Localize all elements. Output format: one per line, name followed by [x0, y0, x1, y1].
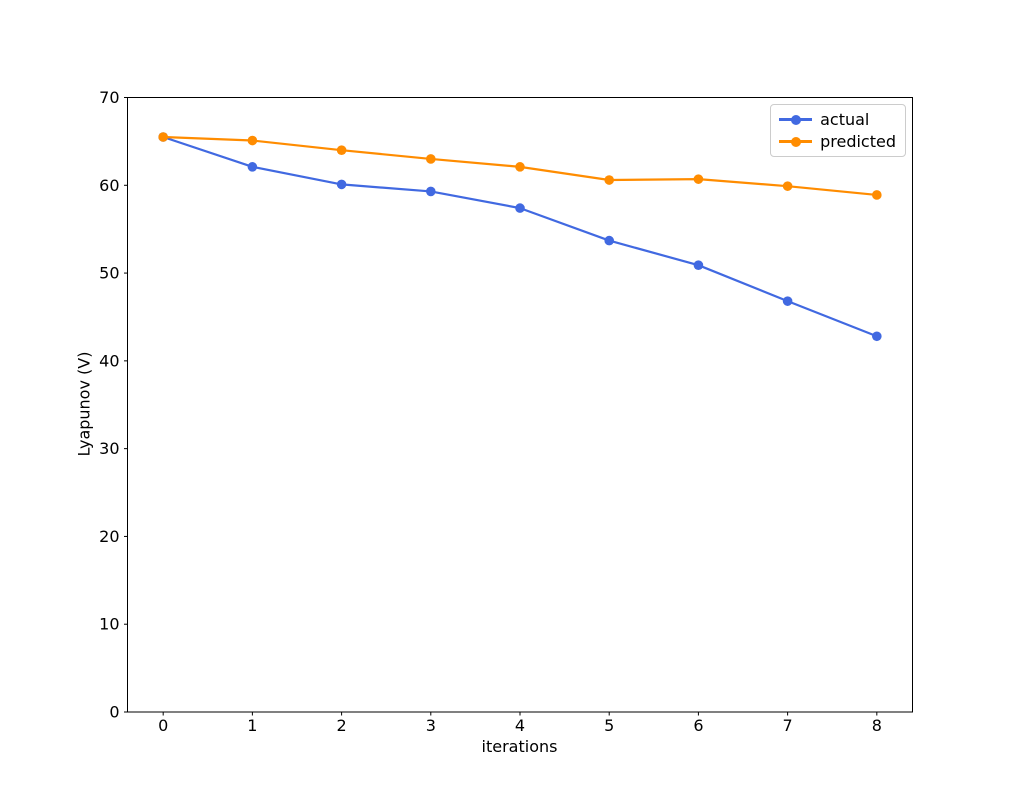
- y-axis-label: Lyapunov (V): [74, 351, 94, 457]
- legend-label: actual: [820, 110, 870, 129]
- x-axis-label: iterations: [481, 737, 558, 756]
- y-tick-label: 50: [99, 264, 119, 283]
- data-point-predicted: [158, 132, 168, 142]
- legend-item-predicted: predicted: [779, 131, 896, 152]
- y-tick-label: 0: [109, 703, 119, 722]
- data-point-actual: [872, 331, 882, 342]
- data-point-predicted: [336, 145, 347, 155]
- y-tick-label: 40: [99, 351, 119, 370]
- data-point-actual: [515, 203, 525, 213]
- data-point-actual: [247, 162, 258, 172]
- x-tick-label: 8: [872, 716, 882, 735]
- data-point-actual: [336, 179, 347, 190]
- data-point-predicted: [247, 135, 258, 146]
- x-tick-label: 7: [783, 716, 793, 735]
- x-tick-label: 4: [515, 716, 525, 735]
- data-point-actual: [693, 260, 704, 270]
- legend-label: predicted: [820, 132, 896, 151]
- x-tick-label: 2: [336, 716, 346, 735]
- x-tick-label: 0: [158, 716, 168, 735]
- x-tick-label: 6: [693, 716, 703, 735]
- y-tick-label: 10: [99, 615, 119, 634]
- legend-line-marker-icon: [779, 136, 813, 147]
- x-tick-label: 5: [604, 716, 614, 735]
- data-point-predicted: [604, 175, 615, 185]
- x-tick-label: 1: [247, 716, 257, 735]
- y-tick-label: 60: [99, 176, 119, 195]
- legend-line-marker-icon: [779, 114, 813, 125]
- data-point-actual: [782, 296, 793, 306]
- data-point-actual: [604, 235, 615, 246]
- y-tick-label: 20: [99, 527, 119, 546]
- data-point-predicted: [515, 162, 525, 172]
- data-point-predicted: [693, 174, 704, 184]
- data-point-actual: [425, 186, 436, 197]
- data-point-predicted: [872, 190, 882, 200]
- x-tick-label: 3: [426, 716, 436, 735]
- data-point-predicted: [425, 154, 436, 164]
- y-tick-label: 30: [99, 439, 119, 458]
- legend-item-actual: actual: [779, 109, 896, 130]
- y-tick-label: 70: [99, 88, 119, 107]
- data-point-predicted: [782, 181, 793, 191]
- legend: actual predicted: [770, 104, 906, 157]
- axes-frame: [127, 97, 913, 713]
